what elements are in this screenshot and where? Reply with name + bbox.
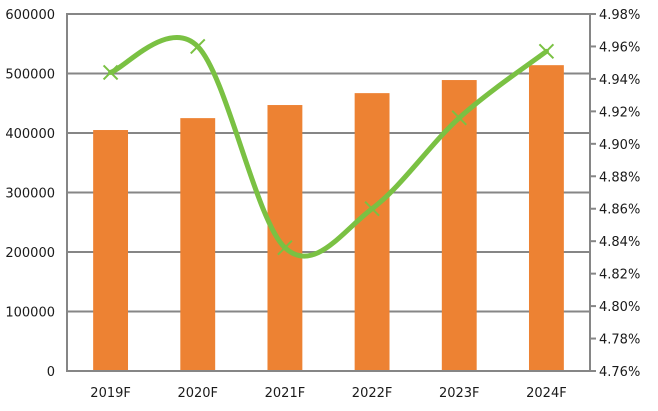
x-axis-tick-label: 2019F [90, 386, 131, 401]
right-axis-tick-label: 4.84% [599, 235, 640, 250]
right-axis-tick-label: 4.90% [599, 138, 640, 153]
bar-2022F [354, 93, 390, 371]
right-axis-tick-label: 4.92% [599, 105, 640, 120]
left-axis-tick-label: 200000 [5, 246, 55, 261]
gridlines [67, 13, 590, 372]
x-marker-2024F [538, 43, 555, 60]
bar-2023F [441, 80, 477, 372]
x-axis-tick-label: 2024F [526, 386, 567, 401]
x-marker-2022F [364, 201, 380, 217]
growth-line [108, 35, 549, 259]
right-axis-tick-label: 4.98% [599, 8, 640, 23]
bar-2020F [180, 118, 216, 371]
axes [66, 13, 596, 372]
right-axis-tick-label: 4.94% [599, 73, 640, 88]
right-axis-tick-label: 4.80% [599, 300, 640, 315]
left-axis-tick-label: 500000 [5, 68, 55, 83]
left-axis-tick-label: 400000 [5, 127, 55, 142]
left-axis-labels: 0 100000 200000 300000 400000 500000 600000 [5, 8, 55, 380]
x-axis-tick-label: 2020F [177, 386, 218, 401]
x-axis-tick-label: 2023F [439, 386, 480, 401]
bar-series [93, 65, 564, 372]
x-marker-2019F [102, 64, 119, 81]
line-series [102, 35, 555, 259]
left-axis-tick-label: 100000 [5, 306, 55, 321]
bar-2024F [528, 65, 564, 372]
left-axis-tick-label: 300000 [5, 187, 55, 202]
right-axis-tick-label: 4.78% [599, 333, 640, 348]
right-axis-tick-label: 4.86% [599, 203, 640, 218]
right-axis-tick-label: 4.88% [599, 170, 640, 185]
bar-2021F [267, 105, 303, 371]
x-marker-2023F [451, 110, 467, 126]
x-axis-tick-label: 2021F [265, 386, 306, 401]
left-axis-tick-label: 600000 [5, 8, 55, 23]
x-marker-2020F [190, 38, 206, 55]
bar-2019F [93, 130, 129, 371]
x-axis-labels: 2019F 2020F 2021F 2022F 2023F 2024F [90, 386, 566, 401]
x-axis-tick-label: 2022F [352, 386, 393, 401]
right-axis-tick-label: 4.82% [599, 268, 640, 283]
right-axis-tick-label: 4.96% [599, 40, 640, 55]
left-axis-tick-label: 0 [47, 365, 55, 380]
x-marker-2021F [277, 239, 293, 256]
right-axis-tick-label: 4.76% [599, 365, 640, 380]
right-axis-labels: 4.76% 4.78% 4.80% 4.82% 4.84% 4.86% 4.88% 4.90%… [599, 8, 640, 380]
